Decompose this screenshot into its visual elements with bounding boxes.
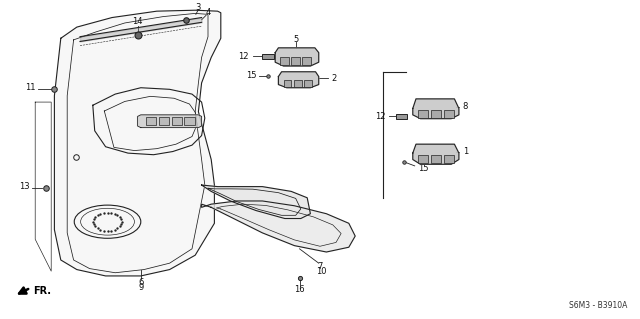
Text: 4: 4 — [205, 8, 211, 17]
Bar — [396, 114, 407, 119]
Polygon shape — [202, 201, 355, 252]
Bar — [262, 54, 274, 59]
Text: 14: 14 — [132, 17, 143, 26]
Text: 7: 7 — [317, 262, 323, 271]
Polygon shape — [275, 48, 319, 66]
Bar — [159, 117, 169, 125]
Text: 15: 15 — [419, 164, 429, 173]
Polygon shape — [413, 99, 459, 119]
Polygon shape — [202, 185, 310, 219]
Bar — [294, 80, 302, 87]
Text: 11: 11 — [26, 83, 36, 92]
Bar — [302, 57, 311, 65]
Bar — [418, 110, 428, 118]
Text: 10: 10 — [316, 267, 326, 276]
Text: S6M3 - B3910A: S6M3 - B3910A — [569, 301, 627, 310]
Text: 16: 16 — [294, 285, 305, 293]
Polygon shape — [138, 115, 202, 128]
Text: 1: 1 — [463, 147, 468, 156]
Bar — [172, 117, 182, 125]
Polygon shape — [413, 144, 459, 164]
Text: 12: 12 — [238, 52, 248, 61]
Text: 2: 2 — [332, 74, 337, 83]
Bar — [444, 110, 454, 118]
Text: 13: 13 — [19, 182, 29, 191]
Text: FR.: FR. — [33, 286, 51, 296]
Text: 15: 15 — [246, 71, 256, 80]
Text: 12: 12 — [375, 112, 385, 121]
Bar — [304, 80, 312, 87]
Text: 5: 5 — [293, 35, 298, 44]
Bar — [184, 117, 195, 125]
Text: 9: 9 — [138, 283, 143, 292]
Polygon shape — [54, 10, 221, 276]
Text: 8: 8 — [463, 102, 468, 111]
Bar — [284, 80, 291, 87]
Polygon shape — [278, 72, 319, 88]
Text: 6: 6 — [138, 278, 143, 287]
Bar — [431, 155, 441, 163]
Bar — [280, 57, 289, 65]
Bar — [146, 117, 156, 125]
Bar — [418, 155, 428, 163]
Bar — [431, 110, 441, 118]
Text: 3: 3 — [196, 3, 201, 11]
Bar — [291, 57, 300, 65]
Bar — [444, 155, 454, 163]
